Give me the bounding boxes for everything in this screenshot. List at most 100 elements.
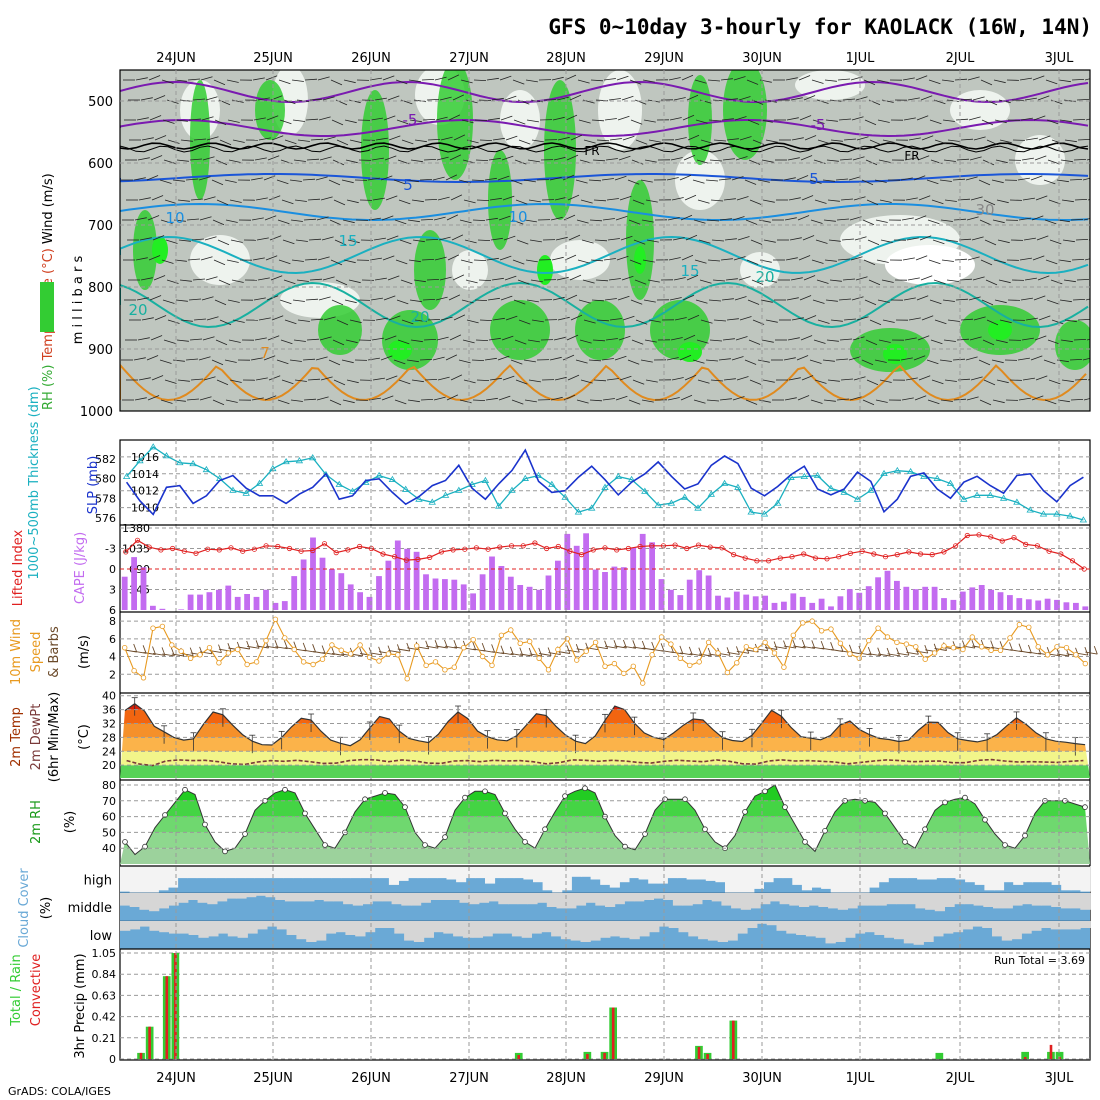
wind-barb [422,299,436,301]
wind-barb [446,214,459,221]
wind10m-point [781,664,787,670]
wind-barb [135,257,148,261]
wind10m-point [206,645,213,651]
wind-barb [618,335,631,341]
lifted-index-point [403,557,409,563]
bottom-date-label: 2JUL [946,1071,976,1086]
wind10m-point [979,644,985,650]
wind-barb [1086,338,1090,341]
wind10m-point [479,653,486,660]
wind-barb [472,219,486,221]
wind-barb [434,256,447,261]
wind-barb [695,299,708,304]
wind-barb [614,355,627,361]
wind-barb [419,359,433,361]
wind-barb [164,199,177,204]
wind-barb [557,316,570,321]
wind-barb [271,315,284,321]
wind-barb [799,115,812,121]
wind-barb [800,335,813,341]
wind-barb [1048,199,1061,205]
wind-barb [499,255,512,261]
wind-barb [290,219,303,222]
wind-barb [185,178,199,181]
cloud-clear-cell [488,893,499,902]
wind-barb [438,236,451,241]
thickness-point [428,498,436,505]
wind-barb [408,79,421,83]
wind10m-point [1073,652,1079,658]
wind-barb [705,359,719,362]
cape-bar [187,594,194,610]
wind-barb [432,176,445,181]
wind-barb [982,159,995,166]
wind10m-point [630,663,636,669]
wind-barb-10m [934,648,947,651]
wind-barb [947,139,960,142]
wind-barb [523,359,536,363]
wind-barb [903,297,916,301]
cloud-clear-cell [936,866,947,879]
wind-barb [667,397,680,401]
wind-barb [251,217,264,221]
wind-barb [154,315,167,321]
wind-barb [384,335,397,341]
cloud-clear-cell [265,893,276,898]
wind-barb [723,198,736,201]
wind-barb [1059,299,1072,303]
wind-barb [706,399,720,402]
wind-barb [567,194,580,201]
wind-barb [371,157,384,161]
wind-barb [816,99,829,104]
wind-barb [1045,259,1058,265]
wind-barb [518,319,531,325]
cloud-clear-cell [786,921,797,934]
wind-barb [491,97,504,101]
wind-barb [843,138,857,141]
wind-barb [757,179,770,183]
temp-tick: 36 [102,704,116,717]
cloud-clear-cell [614,893,625,905]
wind-barb [396,119,409,125]
wind-barb [141,317,154,321]
cape-bar [592,569,599,610]
lifted-index-point [543,545,550,552]
rh-point [422,842,428,848]
lifted-index-point [1046,548,1052,554]
cloud-clear-cell [168,893,179,906]
wind-barb [344,299,357,304]
wind-barb [499,75,512,81]
wind-barb [163,339,176,344]
wind-barb [644,339,657,343]
thickness-point [468,480,476,487]
wind-barb [811,79,824,84]
wind10m-point [649,652,655,658]
cloud-clear-cell [345,921,356,935]
wind-barb [258,317,271,321]
lifted-index-point [216,547,222,553]
wind-barb [810,399,823,404]
cloud-clear-cell [763,866,774,883]
thickness-point [189,459,197,467]
cloud-clear-cell [198,921,209,938]
wind-barb [224,359,237,363]
wind-barb [414,139,427,143]
wind-barb [917,335,930,341]
wind-barb [712,279,726,282]
wind-barb [978,359,991,366]
wind-barb [450,194,463,201]
cloud-clear-cell [511,921,523,937]
wind-barb [980,259,993,266]
wind-barb [178,239,191,242]
cloud-clear-cell [734,866,745,893]
wind10m-point [121,645,128,651]
cloud-clear-cell [362,893,373,905]
wind-barb [1030,175,1043,181]
thickness-point [800,472,809,479]
thickness-point [415,495,423,502]
wind-barb [150,335,163,341]
wind10m-point [225,650,231,656]
wind-barb [147,215,160,221]
slp-line [125,448,1084,516]
wind-barb [735,336,748,341]
